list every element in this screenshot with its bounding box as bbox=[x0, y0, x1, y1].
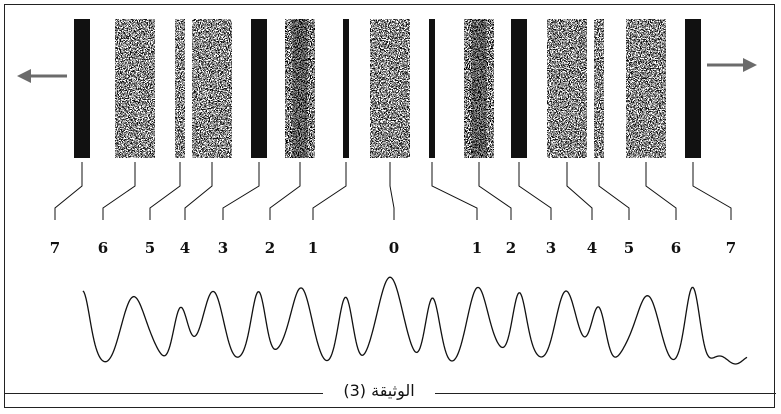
fringe-band bbox=[251, 19, 267, 158]
fringe-label: 1 bbox=[308, 239, 318, 257]
fringe-band bbox=[626, 19, 666, 158]
fringe-band bbox=[370, 19, 410, 158]
fringe-band bbox=[343, 19, 349, 158]
leader-line bbox=[645, 162, 677, 220]
fringe-band bbox=[685, 19, 701, 158]
caption-rule-left bbox=[5, 393, 323, 394]
arrow-right-icon bbox=[707, 58, 757, 72]
fringe-label: 6 bbox=[671, 239, 681, 257]
fringe-band bbox=[429, 19, 435, 158]
fringe-label: 3 bbox=[546, 239, 556, 257]
fringe-label: 0 bbox=[389, 239, 399, 257]
fringe-label: 1 bbox=[472, 239, 482, 257]
fringe-band bbox=[547, 19, 587, 158]
fringe-band bbox=[175, 19, 185, 158]
fringe-band bbox=[464, 19, 494, 158]
caption-rule-right bbox=[435, 393, 776, 394]
fringe-label: 7 bbox=[726, 239, 736, 257]
interference-pattern-figure: 7 6 5 4 3 2 1 0 1 2 3 4 5 6 7 bbox=[17, 19, 757, 365]
leader-line bbox=[566, 162, 593, 220]
arrow-left-icon bbox=[17, 69, 67, 83]
fringe-label: 3 bbox=[218, 239, 228, 257]
caption-row: الوثيقة (3) bbox=[5, 381, 776, 403]
fringe-band bbox=[511, 19, 527, 158]
fringe-label: 2 bbox=[265, 239, 275, 257]
leader-line bbox=[54, 162, 83, 220]
fringe-band bbox=[192, 19, 232, 158]
fringe-band bbox=[594, 19, 604, 158]
leader-line bbox=[431, 162, 478, 220]
fringe-label: 6 bbox=[98, 239, 108, 257]
leader-line bbox=[269, 162, 301, 220]
fringe-label: 4 bbox=[180, 239, 190, 257]
figure-frame: 7 6 5 4 3 2 1 0 1 2 3 4 5 6 7 الوثيقة (3) bbox=[4, 4, 776, 408]
figure-caption: الوثيقة (3) bbox=[343, 381, 415, 400]
fringe-label: 7 bbox=[50, 239, 60, 257]
leader-line bbox=[222, 162, 260, 220]
fringe-label: 5 bbox=[624, 239, 634, 257]
leader-line bbox=[478, 162, 512, 220]
leader-line bbox=[518, 162, 552, 220]
fringe-label: 2 bbox=[506, 239, 516, 257]
leader-line bbox=[149, 162, 181, 220]
fringe-band bbox=[74, 19, 90, 158]
fringe-label: 5 bbox=[145, 239, 155, 257]
fringe-band bbox=[285, 19, 315, 158]
fringe-bands bbox=[74, 19, 701, 158]
leader-line bbox=[389, 162, 395, 220]
leader-line bbox=[598, 162, 630, 220]
leader-line bbox=[312, 162, 347, 220]
fringe-labels: 7 6 5 4 3 2 1 0 1 2 3 4 5 6 7 bbox=[50, 239, 736, 257]
intensity-curve bbox=[82, 276, 748, 365]
fringe-band bbox=[115, 19, 155, 158]
leader-line bbox=[692, 162, 732, 220]
leader-lines bbox=[54, 162, 732, 220]
leader-line bbox=[184, 162, 213, 220]
fringe-label: 4 bbox=[587, 239, 597, 257]
leader-line bbox=[102, 162, 136, 220]
